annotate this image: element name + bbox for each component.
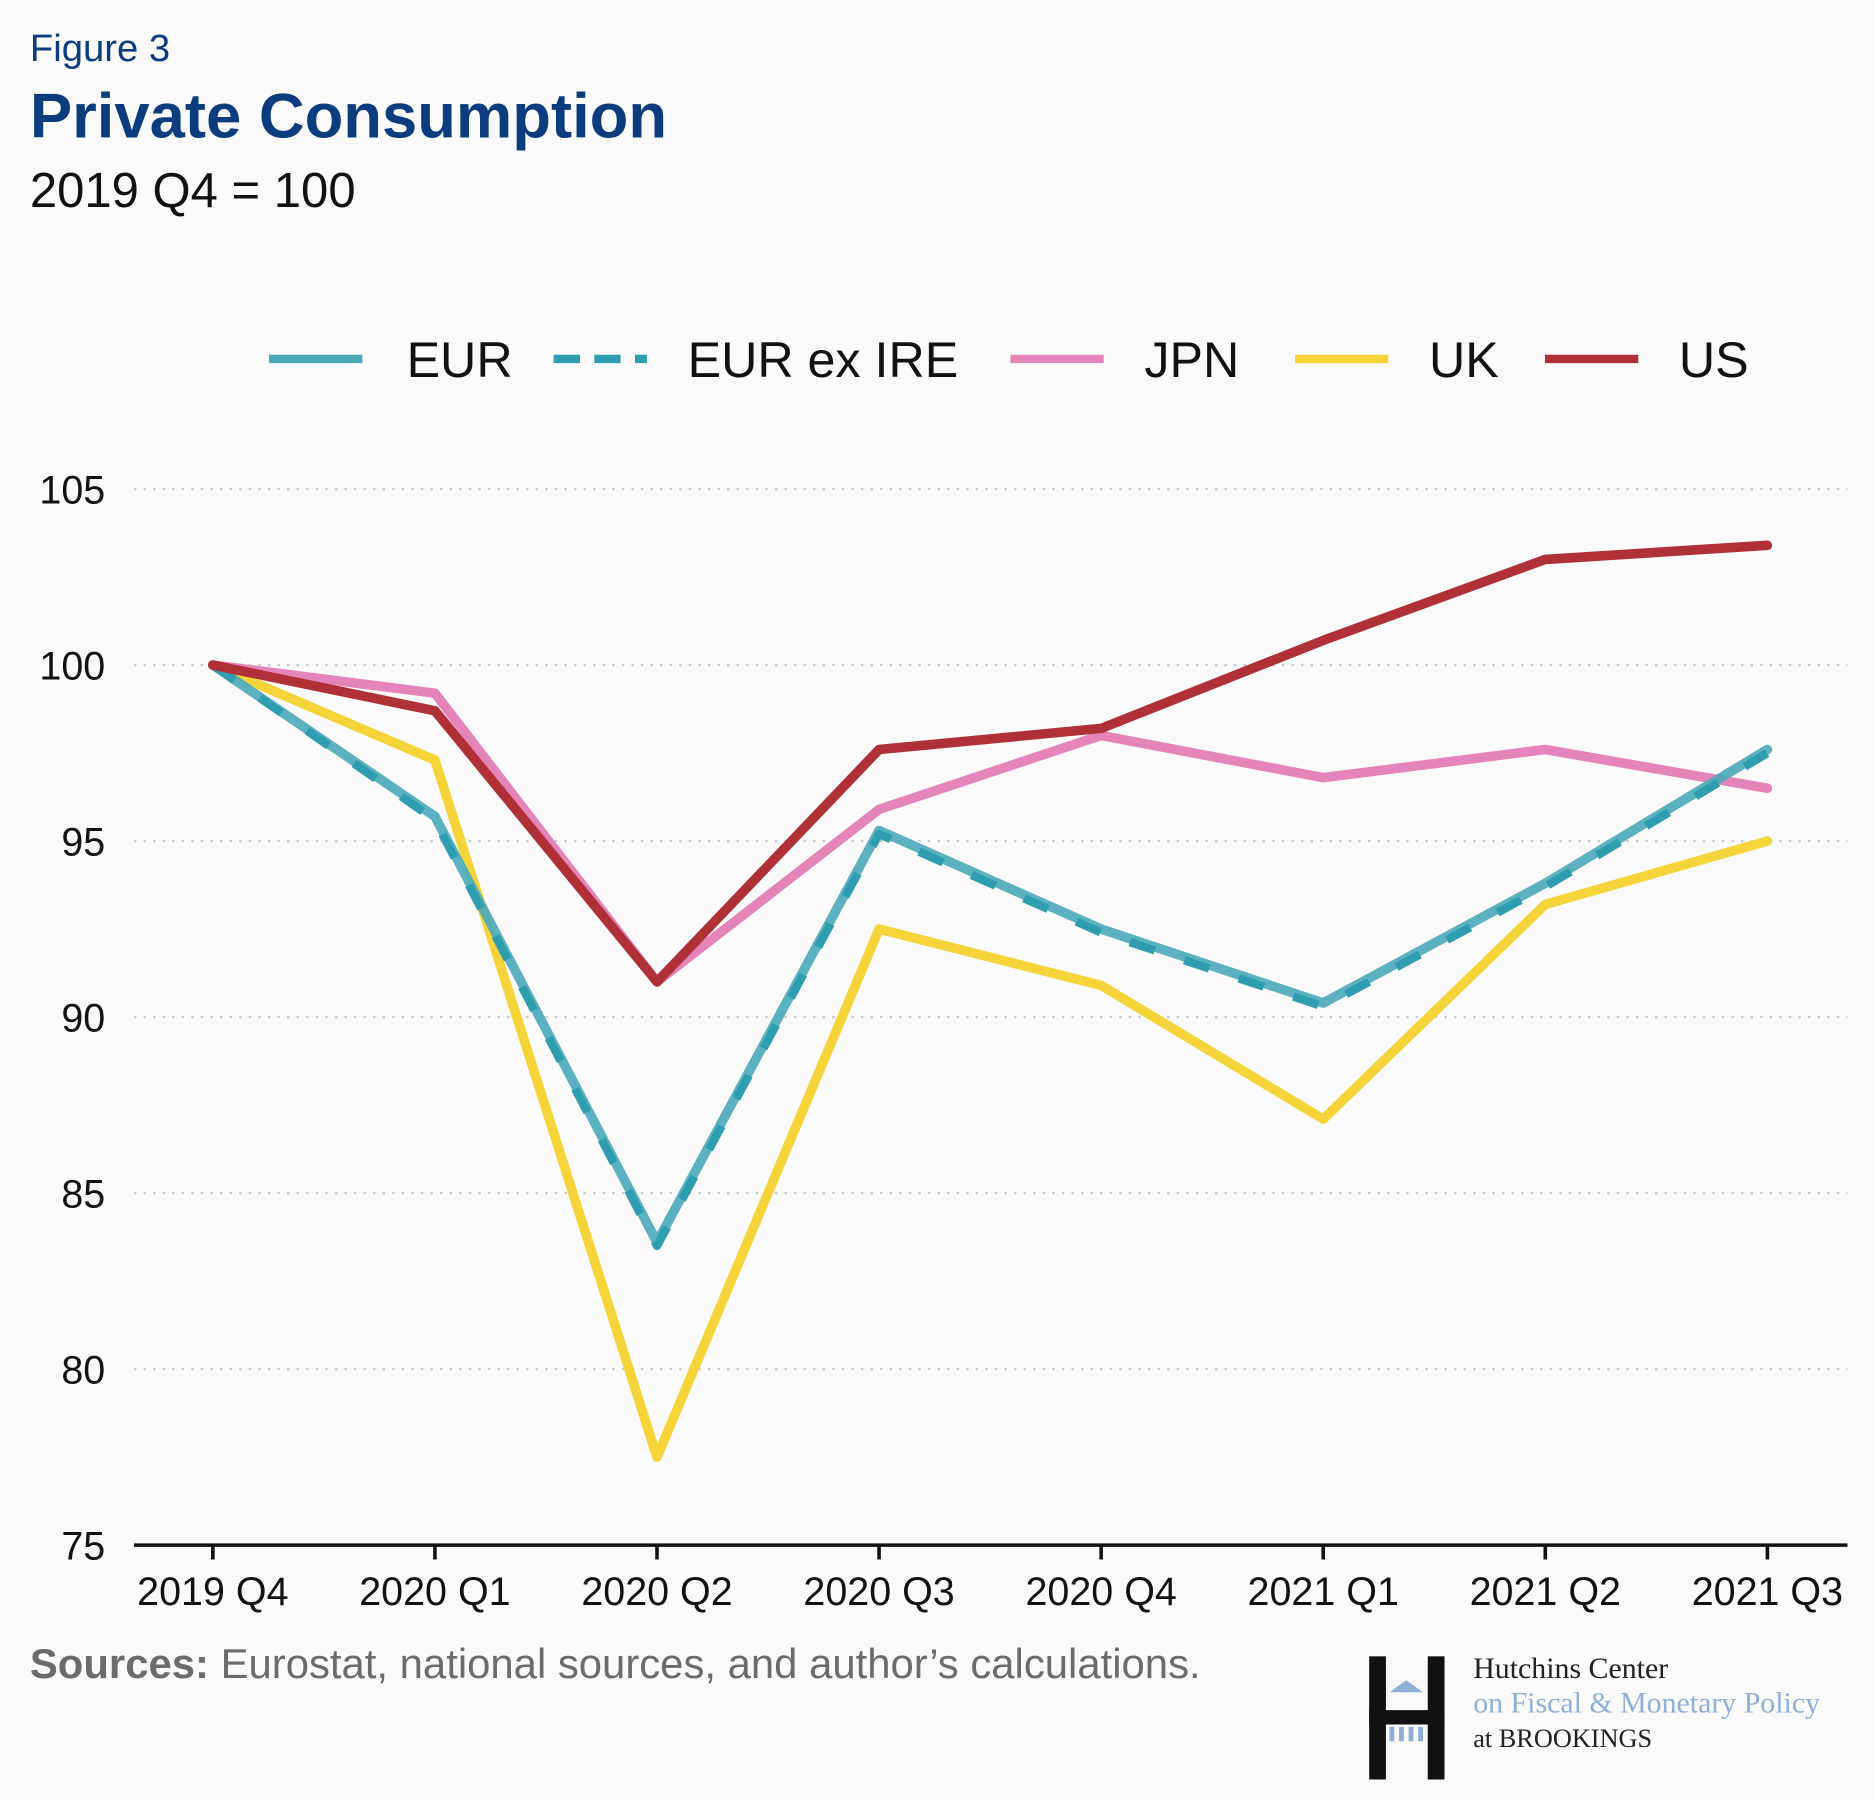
legend-label: JPN — [1144, 332, 1239, 388]
y-axis-ticks: 75 80 85 90 95 100 105 — [39, 468, 105, 1568]
series-line-jpn — [208, 660, 1773, 987]
x-tick-label: 2020 Q4 — [1025, 1570, 1176, 1614]
sources-text: Eurostat, national sources, and author’s… — [209, 1640, 1201, 1687]
legend-label: EUR ex IRE — [688, 332, 959, 388]
x-axis-ticks: 2019 Q4 2020 Q1 2020 Q2 2020 Q3 2020 Q4 2021 … — [137, 1545, 1843, 1614]
series-line-eur-ex-ire — [210, 661, 1770, 1251]
legend-label: EUR — [407, 332, 513, 388]
y-tick-label: 100 — [39, 644, 105, 688]
x-tick-label: 2019 Q4 — [137, 1570, 288, 1614]
y-tick-label: 80 — [61, 1348, 105, 1392]
y-tick-label: 85 — [61, 1172, 105, 1216]
legend-label: US — [1679, 332, 1749, 388]
legend-item-us: US — [1544, 332, 1749, 388]
y-tick-label: 75 — [61, 1524, 105, 1568]
logo-line3: at BROOKINGS — [1473, 1724, 1652, 1753]
x-tick-label: 2021 Q2 — [1470, 1570, 1621, 1614]
legend-label: UK — [1429, 332, 1499, 388]
y-tick-label: 105 — [39, 468, 105, 512]
logo-line1: Hutchins Center — [1473, 1652, 1668, 1685]
x-tick-label: 2020 Q3 — [803, 1570, 954, 1614]
sources-label: Sources: — [30, 1640, 209, 1687]
legend-item-eur-ex-ire: EUR ex IRE — [553, 332, 959, 388]
logo-line2: on Fiscal & Monetary Policy — [1473, 1687, 1820, 1720]
legend: EUR EUR ex IRE JPN UK US — [269, 332, 1749, 388]
chart-subtitle: 2019 Q4 = 100 — [30, 164, 356, 218]
x-tick-label: 2021 Q1 — [1248, 1570, 1399, 1614]
figure-label: Figure 3 — [30, 27, 170, 70]
x-tick-label: 2020 Q1 — [359, 1570, 510, 1614]
legend-item-eur: EUR — [269, 332, 513, 388]
gridlines — [133, 487, 1848, 1371]
series-line-uk — [208, 660, 1773, 1462]
sources-note: Sources: Eurostat, national sources, and… — [30, 1640, 1201, 1687]
x-tick-label: 2020 Q2 — [581, 1570, 732, 1614]
x-tick-label: 2021 Q3 — [1692, 1570, 1843, 1614]
legend-item-uk: UK — [1295, 332, 1499, 388]
y-tick-label: 90 — [61, 996, 105, 1040]
series-line-us — [208, 540, 1773, 987]
brookings-logo: Hutchins Center on Fiscal & Monetary Pol… — [1369, 1652, 1820, 1780]
y-tick-label: 95 — [61, 820, 105, 864]
series-lines — [208, 540, 1773, 1462]
legend-item-jpn: JPN — [1010, 332, 1239, 388]
chart-title: Private Consumption — [30, 82, 667, 152]
